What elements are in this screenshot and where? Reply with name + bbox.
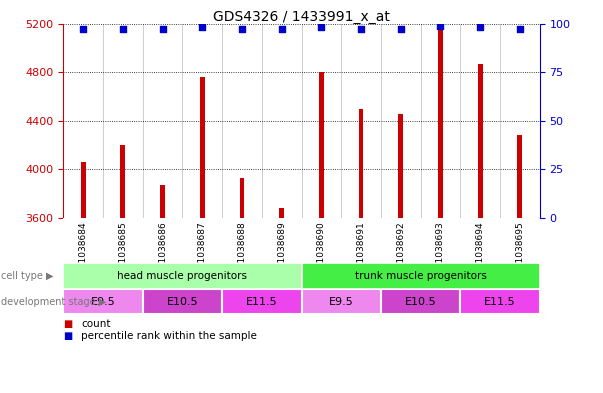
Text: E10.5: E10.5 (166, 297, 198, 307)
Bar (381, 289, 460, 314)
Point (118, 26, 128, 33)
Bar (302, 289, 381, 314)
Bar (200, 77, 204, 218)
Text: cell type ▶: cell type ▶ (1, 271, 54, 281)
Point (197, 24, 207, 31)
Text: E9.5: E9.5 (329, 297, 353, 307)
Bar (222, 289, 302, 314)
Text: head muscle progenitors: head muscle progenitors (118, 271, 247, 281)
Text: GDS4326 / 1433991_x_at: GDS4326 / 1433991_x_at (213, 10, 390, 24)
Point (356, 26, 366, 33)
Text: trunk muscle progenitors: trunk muscle progenitors (355, 271, 487, 281)
Point (317, 24, 326, 31)
Point (435, 22, 445, 29)
Point (475, 24, 485, 31)
Bar (438, 26, 443, 218)
Point (237, 26, 247, 33)
Text: E9.5: E9.5 (90, 297, 115, 307)
Bar (279, 208, 284, 218)
Text: E11.5: E11.5 (246, 297, 277, 307)
Bar (63, 263, 302, 289)
Bar (302, 263, 540, 289)
Bar (359, 109, 364, 218)
Bar (478, 64, 482, 218)
Bar (63, 289, 143, 314)
Bar (239, 178, 244, 218)
Bar (143, 289, 222, 314)
Text: percentile rank within the sample: percentile rank within the sample (81, 331, 257, 341)
Bar (319, 72, 324, 218)
Bar (121, 145, 125, 218)
Text: count: count (81, 319, 111, 329)
Point (78, 26, 88, 33)
Bar (517, 136, 522, 218)
Text: E10.5: E10.5 (405, 297, 437, 307)
Text: E11.5: E11.5 (484, 297, 516, 307)
Bar (160, 185, 165, 218)
Text: ■: ■ (63, 331, 72, 341)
Bar (460, 289, 540, 314)
Point (396, 26, 406, 33)
Bar (399, 114, 403, 218)
Point (515, 26, 525, 33)
Bar (81, 162, 86, 218)
Point (158, 26, 168, 33)
Text: ■: ■ (63, 319, 72, 329)
Text: development stage ▶: development stage ▶ (1, 297, 107, 307)
Point (277, 26, 286, 33)
